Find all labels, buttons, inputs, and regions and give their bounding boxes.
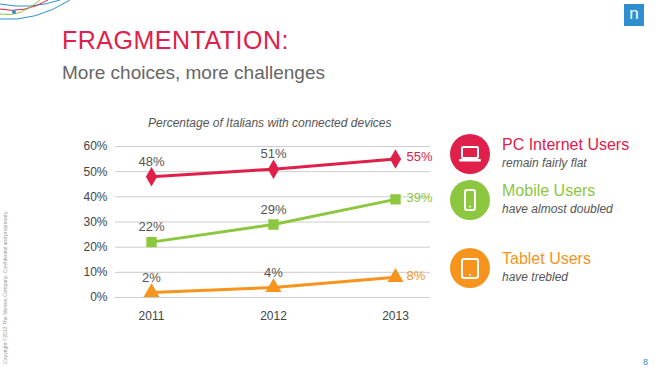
svg-text:55%: 55% — [407, 149, 433, 164]
svg-text:30%: 30% — [83, 215, 107, 229]
html-text:have trebled: have trebled — [502, 270, 568, 284]
svg-text:40%: 40% — [83, 190, 107, 204]
html-text:n: n — [629, 4, 639, 23]
svg-text:4%: 4% — [264, 265, 283, 280]
svg-text:8%: 8% — [407, 268, 426, 283]
html-text:More choices, more challenges: More choices, more challenges — [62, 62, 325, 83]
html-text:remain fairly flat: remain fairly flat — [502, 156, 587, 170]
html-text:have almost doubled: have almost doubled — [502, 202, 613, 216]
svg-text:0%: 0% — [90, 290, 108, 304]
svg-text:2%: 2% — [142, 270, 161, 285]
svg-text:29%: 29% — [260, 202, 286, 217]
svg-text:2011: 2011 — [139, 309, 165, 323]
html-text:Percentage of Italians with co: Percentage of Italians with connected de… — [148, 116, 392, 130]
svg-text:50%: 50% — [83, 165, 107, 179]
html-text:Copyright ©2013 The Nielsen Co: Copyright ©2013 The Nielsen Company. Con… — [2, 210, 8, 364]
html-text:FRAGMENTATION:: FRAGMENTATION: — [62, 26, 289, 54]
html-text:Tablet Users: Tablet Users — [502, 250, 591, 267]
svg-text:2013: 2013 — [382, 309, 409, 323]
html-text:PC Internet Users: PC Internet Users — [502, 136, 630, 153]
html-text:Mobile Users: Mobile Users — [502, 182, 596, 199]
html-text:8: 8 — [643, 357, 648, 367]
svg-text:10%: 10% — [83, 265, 107, 279]
svg-text:60%: 60% — [83, 139, 107, 153]
svg-text:39%: 39% — [407, 190, 433, 205]
svg-text:2012: 2012 — [260, 309, 287, 323]
svg-text:20%: 20% — [83, 240, 107, 254]
svg-text:51%: 51% — [260, 146, 286, 161]
svg-text:48%: 48% — [138, 154, 164, 169]
svg-text:22%: 22% — [138, 219, 164, 234]
